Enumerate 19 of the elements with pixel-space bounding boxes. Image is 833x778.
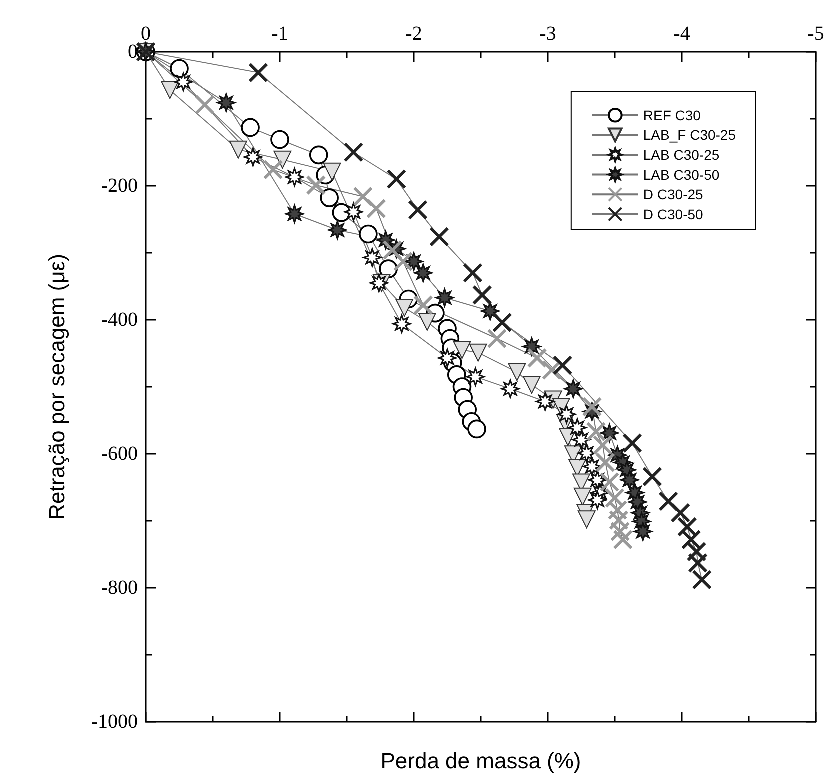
- y-axis-title: Retração por secagem (με): [44, 254, 70, 520]
- y-tick-label: -1000: [91, 711, 138, 733]
- y-tick-label: 0: [128, 41, 138, 63]
- legend-label: LAB C30-25: [643, 147, 720, 163]
- x-tick-label: -2: [406, 23, 422, 45]
- legend-label: LAB C30-50: [643, 166, 720, 183]
- x-tick-label: -1: [272, 23, 288, 45]
- x-axis-title: Perda de massa (%): [380, 748, 582, 774]
- x-tick-label: -3: [540, 23, 556, 45]
- y-tick-label: -200: [101, 175, 138, 197]
- legend-label: D C30-25: [643, 186, 704, 203]
- legend-label: D C30-50: [643, 206, 704, 222]
- y-tick-label: -400: [101, 309, 138, 331]
- x-tick-label: -4: [674, 23, 690, 45]
- legend-label: LAB_F C30-25: [643, 127, 736, 144]
- legend-label: REF C30: [643, 107, 702, 124]
- x-tick-label: -5: [808, 23, 824, 45]
- y-tick-label: -600: [101, 443, 138, 465]
- y-tick-label: -800: [101, 577, 138, 599]
